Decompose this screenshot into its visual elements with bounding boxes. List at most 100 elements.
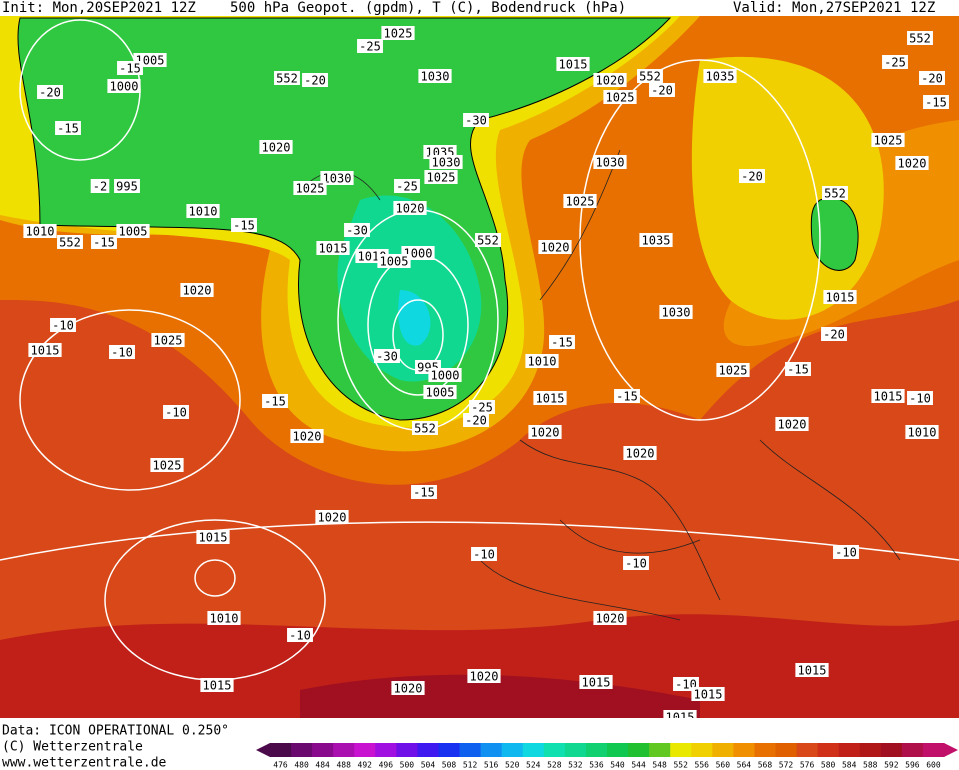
label-box: [394, 179, 420, 193]
label-box: [623, 446, 657, 460]
colorbar-cell: [901, 743, 924, 757]
colorbar-label: 512: [463, 761, 478, 770]
label-box: [775, 417, 809, 431]
label-box: [429, 155, 463, 169]
map-label: 552: [59, 236, 81, 250]
colorbar-label: 536: [589, 761, 604, 770]
label-box: [320, 171, 354, 185]
colorbar-label: 576: [800, 761, 815, 770]
map-label: 1020: [626, 447, 655, 461]
colorbar-label: 500: [400, 761, 415, 770]
map-label: -15: [616, 390, 638, 404]
colorbar-cell: [775, 743, 798, 757]
map-label: -20: [823, 328, 845, 342]
colorbar-cell: [396, 743, 418, 757]
label-box: [639, 233, 673, 247]
label-box: [374, 349, 400, 363]
colorbar-label: 520: [505, 761, 520, 770]
map-label: 1015: [694, 688, 723, 702]
label-box: [528, 425, 562, 439]
label-box: [412, 421, 438, 435]
label-box: [871, 389, 905, 403]
colorbar-label: 480: [294, 761, 309, 770]
label-box: [923, 95, 949, 109]
map-label: 1025: [427, 171, 456, 185]
map-label: 1000: [110, 80, 139, 94]
label-box: [785, 362, 811, 376]
colorbar-label: 584: [842, 761, 857, 770]
label-box: [905, 425, 939, 439]
map-label: 552: [639, 70, 661, 84]
map-label: 1005: [380, 255, 409, 269]
map-label: 995: [116, 180, 138, 194]
map-label: -15: [233, 219, 255, 233]
map-label: 1015: [826, 291, 855, 305]
map-label: 1020: [293, 430, 322, 444]
label-box: [716, 363, 750, 377]
label-box: [200, 678, 234, 692]
colorbar-label: 492: [358, 761, 373, 770]
colorbar-label: 528: [547, 761, 562, 770]
map-label: 1015: [798, 664, 827, 678]
colorbar-cell: [796, 743, 819, 757]
label-box: [316, 241, 350, 255]
map-label: 1020: [596, 74, 625, 88]
colorbar-label: 564: [737, 761, 752, 770]
colorbar-label: 588: [863, 761, 878, 770]
colorbar-label: 496: [379, 761, 394, 770]
colorbar: 476 480 484 488 492 496 500 504 508 512 516 520 524 5…: [256, 743, 958, 770]
colorbar-label: 568: [758, 761, 773, 770]
label-box: [691, 687, 725, 701]
footer-copyright: (C) Wetterzentrale: [2, 740, 143, 755]
label-box: [114, 179, 140, 193]
colorbar-cell: [922, 743, 945, 757]
isobar: [0, 521, 959, 561]
map-label: 1020: [394, 682, 423, 696]
map-label: 1020: [531, 426, 560, 440]
label-box: [357, 39, 383, 53]
label-box: [262, 394, 288, 408]
map-label: -10: [625, 557, 647, 571]
colorbar-cell: [585, 743, 608, 757]
map-label: 1025: [153, 459, 182, 473]
label-box: [428, 368, 462, 382]
label-box: [109, 345, 135, 359]
map-label: -10: [909, 392, 931, 406]
label-box: [180, 283, 214, 297]
label-box: [55, 121, 81, 135]
label-box: [603, 90, 637, 104]
map-label: -10: [835, 546, 857, 560]
map-label: -10: [52, 319, 74, 333]
colorbar-label: 516: [484, 761, 499, 770]
map-label: 1010: [528, 355, 557, 369]
map-label: 1010: [908, 426, 937, 440]
map-label: 1020: [183, 284, 212, 298]
map-label: -10: [111, 346, 133, 360]
map-label: -20: [304, 74, 326, 88]
map-label: 1025: [384, 27, 413, 41]
colorbar-label: 572: [779, 761, 794, 770]
label-box: [315, 510, 349, 524]
map-label: -25: [884, 56, 906, 70]
header-bar: [0, 0, 959, 16]
map-label: 1020: [262, 141, 291, 155]
colorbar-cell: [270, 743, 292, 757]
label-box: [907, 31, 933, 45]
colorbar-label: 560: [716, 761, 731, 770]
map-label: 1025: [296, 182, 325, 196]
map-label: 1020: [318, 511, 347, 525]
field-536: [337, 195, 482, 382]
label-box: [822, 186, 848, 200]
label-box: [302, 73, 328, 87]
map-label: 1000: [404, 247, 433, 261]
colorbar-cell: [838, 743, 861, 757]
label-box: [533, 391, 567, 405]
colorbar-cell: [522, 743, 545, 757]
field-548-east: [810, 197, 859, 271]
label-box: [107, 79, 141, 93]
map-label: 1035: [706, 70, 735, 84]
map-label: 552: [276, 72, 298, 86]
label-box: [593, 155, 627, 169]
colorbar-label: 508: [442, 761, 457, 770]
label-box: [623, 556, 649, 570]
